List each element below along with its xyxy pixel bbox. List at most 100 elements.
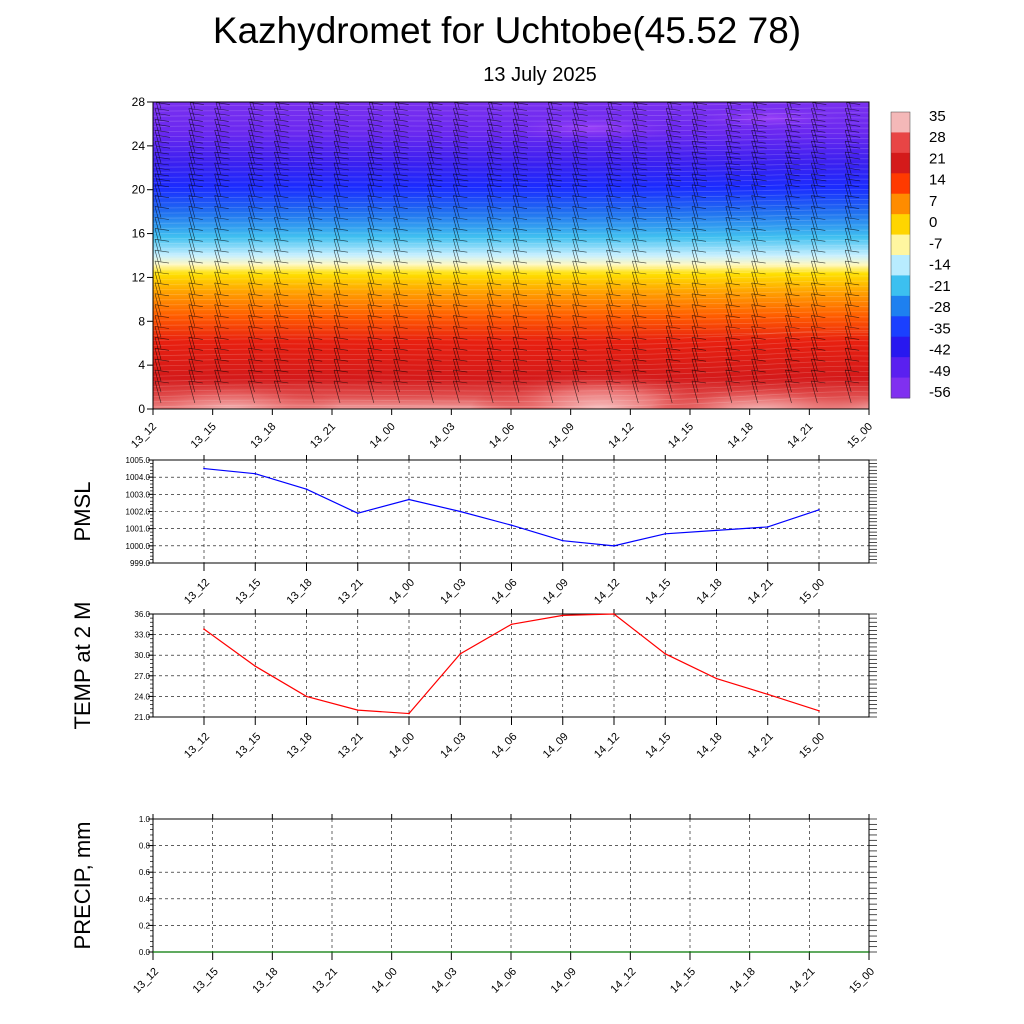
wind-barb-flag xyxy=(393,304,408,307)
wind-barb-staff xyxy=(393,250,400,273)
contour-line xyxy=(153,214,869,219)
wind-barb-flag xyxy=(393,195,408,198)
wind-barb-staff xyxy=(632,326,639,349)
x-tick-label: 14_12 xyxy=(606,421,636,451)
wind-barb-staff xyxy=(307,141,315,164)
wind-barb-flag xyxy=(514,113,529,116)
wind-barb-flag xyxy=(632,315,647,318)
wind-barb-flag xyxy=(512,380,528,384)
y-tick-label: 0.6 xyxy=(139,868,151,877)
wind-barb-staff xyxy=(725,184,733,207)
wind-barb-flag xyxy=(188,184,203,188)
wind-barb-staff xyxy=(691,206,699,229)
wind-barb-flag xyxy=(249,102,264,105)
x-tick-label: 15_00 xyxy=(847,966,877,996)
wind-barb-staff xyxy=(393,141,400,164)
wind-barb-flag xyxy=(727,135,741,138)
wind-barb-flag xyxy=(188,130,203,133)
wind-barb-staff xyxy=(786,102,792,120)
wind-barb-staff xyxy=(334,102,341,120)
wind-barb-flag xyxy=(667,145,682,149)
wind-barb-staff xyxy=(844,108,852,131)
wind-barb-staff xyxy=(154,370,162,393)
wind-barb-flag xyxy=(871,228,885,230)
contour-line xyxy=(153,224,869,229)
wind-barb-flag xyxy=(367,173,382,177)
wind-barb-flag xyxy=(514,167,529,171)
wind-barb-staff xyxy=(154,359,162,382)
wind-barb-staff xyxy=(248,119,255,142)
wind-barb-staff xyxy=(785,370,792,393)
wind-barb-flag xyxy=(666,369,681,373)
wind-barb-flag xyxy=(333,195,349,198)
wind-barb-flag xyxy=(453,98,467,100)
wind-barb-flag xyxy=(188,369,203,373)
wind-barb-flag xyxy=(488,135,503,138)
wind-barb-staff xyxy=(278,102,281,109)
x-tick-label: 13_21 xyxy=(336,731,366,761)
wind-barb-flag xyxy=(369,167,383,171)
wind-barb-flag xyxy=(275,167,290,171)
wind-barb-flag xyxy=(190,135,204,138)
wind-barb-flag xyxy=(214,260,229,264)
wind-barb-staff xyxy=(154,206,162,229)
wind-barb-staff xyxy=(811,282,818,305)
wind-barb-flag xyxy=(248,326,263,329)
wind-barb-flag xyxy=(393,108,408,111)
contour-line xyxy=(153,239,869,245)
wind-barb-flag xyxy=(454,124,469,127)
wind-barb-flag xyxy=(309,124,324,127)
wind-barb-flag xyxy=(632,108,647,111)
wind-barb-staff xyxy=(188,337,196,360)
wind-barb-flag xyxy=(752,98,766,100)
wind-barb-flag xyxy=(333,239,349,242)
wind-barb-staff xyxy=(154,326,162,349)
wind-barb-flag xyxy=(725,304,740,307)
wind-barb-flag xyxy=(725,119,740,122)
wind-barb-flag xyxy=(691,140,707,144)
wind-barb-flag xyxy=(333,108,349,111)
wind-barb-staff xyxy=(333,261,341,284)
wind-barb-staff xyxy=(785,228,792,251)
wind-barb-flag xyxy=(275,102,290,105)
colorbar-swatch xyxy=(891,316,910,338)
colorbar-label: -35 xyxy=(929,320,951,337)
y-tick-label: 1005.0 xyxy=(126,456,151,465)
wind-barb-staff xyxy=(453,184,460,207)
wind-barb-staff xyxy=(393,282,400,305)
wind-barb-flag xyxy=(275,124,290,127)
wind-barb-staff xyxy=(274,141,281,164)
wind-barb-staff xyxy=(751,206,758,229)
y-tick-label: 1.0 xyxy=(139,815,151,824)
wind-barb-staff xyxy=(453,130,460,153)
wind-barb-flag xyxy=(214,162,229,166)
wind-barb-flag xyxy=(155,98,169,100)
wind-barb-staff xyxy=(512,119,520,142)
wind-barb-staff xyxy=(486,119,494,142)
wind-barb-flag xyxy=(428,113,443,116)
wind-barb-flag xyxy=(632,293,647,297)
contour-line xyxy=(153,306,869,311)
wind-barb-flag xyxy=(214,228,229,231)
pmsl-point xyxy=(715,529,718,532)
wind-barb-staff xyxy=(546,348,554,371)
wind-barb-staff xyxy=(785,293,792,316)
wind-barb-flag xyxy=(572,228,587,231)
wind-barb-flag xyxy=(395,156,409,160)
wind-barb-flag xyxy=(395,178,409,182)
wind-barb-flag xyxy=(489,92,503,94)
wind-barb-flag xyxy=(333,130,349,133)
wind-barb-flag xyxy=(725,151,740,155)
wind-barb-flag xyxy=(606,228,621,231)
wind-barb-staff xyxy=(811,380,818,404)
wind-barb-staff xyxy=(546,162,554,186)
wind-barb-flag xyxy=(666,98,680,100)
wind-barb-flag xyxy=(572,369,587,373)
wind-barb-flag xyxy=(367,217,382,220)
wind-barb-staff xyxy=(367,162,375,186)
colorbar-swatch xyxy=(891,173,910,195)
wind-barb-staff xyxy=(512,337,520,360)
wind-barb-staff xyxy=(785,217,792,240)
wind-barb-flag xyxy=(606,380,621,384)
wind-barb-staff xyxy=(546,337,554,360)
